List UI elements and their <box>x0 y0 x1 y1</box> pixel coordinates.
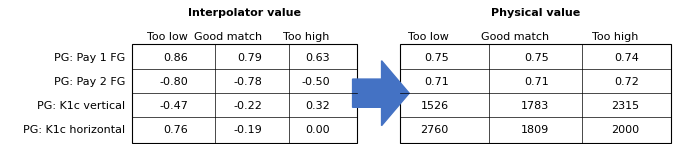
Text: -0.80: -0.80 <box>159 77 188 87</box>
Text: Physical value: Physical value <box>491 8 580 18</box>
Text: Interpolator value: Interpolator value <box>188 8 301 18</box>
Text: -0.22: -0.22 <box>234 101 263 111</box>
Text: Good match: Good match <box>194 32 263 42</box>
Text: 0.86: 0.86 <box>164 53 188 63</box>
Text: 0.00: 0.00 <box>305 125 330 135</box>
Text: PG: K1c vertical: PG: K1c vertical <box>37 101 125 111</box>
Text: Too high: Too high <box>593 32 639 42</box>
Text: 0.74: 0.74 <box>614 53 639 63</box>
Text: 0.72: 0.72 <box>614 77 639 87</box>
Text: 0.71: 0.71 <box>525 77 549 87</box>
Polygon shape <box>353 61 409 126</box>
Text: 1809: 1809 <box>521 125 549 135</box>
Text: -0.78: -0.78 <box>234 77 263 87</box>
Text: 1526: 1526 <box>421 101 448 111</box>
Text: 0.75: 0.75 <box>525 53 549 63</box>
Text: 1783: 1783 <box>521 101 549 111</box>
Bar <box>132 44 357 143</box>
Text: 0.75: 0.75 <box>424 53 448 63</box>
Text: Too low: Too low <box>407 32 448 42</box>
Text: PG: K1c horizontal: PG: K1c horizontal <box>24 125 125 135</box>
Text: Too low: Too low <box>148 32 188 42</box>
Bar <box>400 44 672 143</box>
Text: 0.71: 0.71 <box>424 77 448 87</box>
Text: PG: Pay 1 FG: PG: Pay 1 FG <box>54 53 125 63</box>
Text: 2760: 2760 <box>421 125 448 135</box>
Text: -0.50: -0.50 <box>301 77 330 87</box>
Text: -0.19: -0.19 <box>234 125 263 135</box>
Text: 0.63: 0.63 <box>305 53 330 63</box>
Text: Good match: Good match <box>481 32 549 42</box>
Text: 0.76: 0.76 <box>164 125 188 135</box>
Text: PG: Pay 2 FG: PG: Pay 2 FG <box>54 77 125 87</box>
Text: 0.32: 0.32 <box>305 101 330 111</box>
Text: Too high: Too high <box>283 32 330 42</box>
Text: 0.79: 0.79 <box>238 53 263 63</box>
Text: -0.47: -0.47 <box>159 101 188 111</box>
Text: 2315: 2315 <box>611 101 639 111</box>
Text: 2000: 2000 <box>611 125 639 135</box>
